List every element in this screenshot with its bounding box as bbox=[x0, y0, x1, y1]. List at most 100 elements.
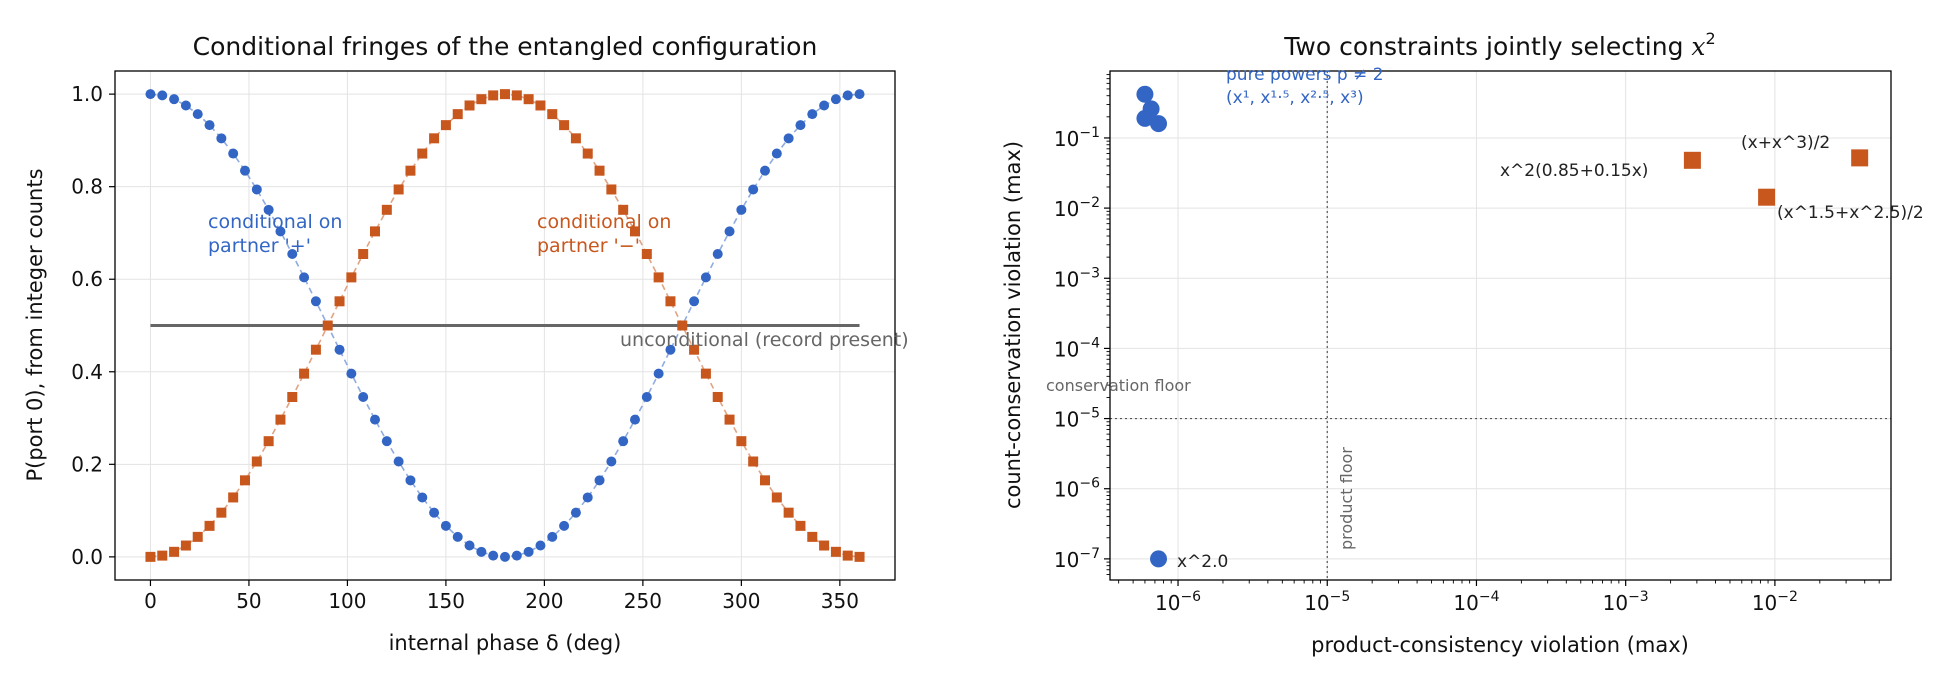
series-point-0 bbox=[511, 550, 522, 561]
series-point-1 bbox=[830, 546, 841, 557]
y-tick-label: 10−4 bbox=[1054, 335, 1100, 361]
constraints-chart-title: Two constraints jointly selecting x2 bbox=[1283, 29, 1715, 61]
series-point-0 bbox=[582, 492, 593, 503]
series-point-0 bbox=[275, 226, 286, 237]
series-point-1 bbox=[547, 109, 558, 120]
series-point-0 bbox=[559, 520, 570, 531]
series-point-0 bbox=[760, 165, 770, 176]
x-tick-label: 350 bbox=[821, 589, 859, 613]
series-point-0 bbox=[523, 546, 534, 557]
series-point-1 bbox=[346, 272, 357, 283]
series-point-0 bbox=[842, 90, 853, 101]
series-point-1 bbox=[795, 520, 806, 531]
series-point-0 bbox=[641, 391, 652, 402]
x-tick-label: 200 bbox=[525, 589, 563, 613]
fringes-plot-frame bbox=[114, 70, 896, 581]
series-point-0 bbox=[192, 109, 203, 120]
series-point-1 bbox=[299, 368, 310, 379]
series-point-1 bbox=[476, 94, 487, 105]
constraints-plot-frame bbox=[1109, 70, 1892, 581]
floor-lines bbox=[1110, 71, 1891, 580]
fringes-series bbox=[145, 89, 865, 562]
series-point-0 bbox=[169, 94, 180, 105]
y-tick-label: 10−6 bbox=[1054, 476, 1100, 502]
series-point-1 bbox=[511, 90, 522, 101]
series-point-1 bbox=[370, 226, 380, 237]
mixture-label-1: x^2(0.85+0.15x) bbox=[1500, 161, 1648, 181]
series-point-0 bbox=[145, 89, 156, 100]
x-tick-label: 10−2 bbox=[1752, 589, 1798, 615]
series-point-0 bbox=[429, 507, 440, 518]
series-point-1 bbox=[251, 456, 262, 467]
series-point-1 bbox=[157, 550, 168, 561]
x-tick-label: 150 bbox=[427, 589, 465, 613]
series-point-0 bbox=[689, 296, 700, 307]
series-point-1 bbox=[358, 249, 369, 260]
series-point-1 bbox=[500, 89, 510, 100]
series-point-1 bbox=[452, 109, 463, 120]
x-tick-label: 100 bbox=[328, 589, 366, 613]
series-point-1 bbox=[570, 133, 581, 144]
series-point-0 bbox=[287, 249, 298, 260]
series-point-1 bbox=[334, 296, 345, 307]
series-point-1 bbox=[393, 184, 404, 195]
series-point-1 bbox=[417, 148, 428, 159]
conservation-floor-label: conservation floor bbox=[1046, 376, 1191, 395]
y-tick-label: 0.4 bbox=[71, 360, 103, 384]
mixture-point bbox=[1851, 149, 1869, 167]
mixture-point bbox=[1683, 151, 1701, 169]
x-tick-label: 0 bbox=[144, 589, 157, 613]
fringes-chart-title: Conditional fringes of the entangled con… bbox=[193, 32, 818, 61]
fringes-x-ticks: 0 50 100 150 200 250 300 350 bbox=[144, 580, 859, 613]
series-point-1 bbox=[405, 165, 416, 176]
x-tick-label: 50 bbox=[236, 589, 261, 613]
series-point-1 bbox=[192, 531, 203, 542]
series-point-0 bbox=[440, 520, 451, 531]
series-point-0 bbox=[736, 204, 747, 215]
x-tick-label: 250 bbox=[624, 589, 662, 613]
series-point-0 bbox=[405, 475, 416, 486]
series-point-1 bbox=[287, 391, 298, 402]
x2-point-label: x^2.0 bbox=[1177, 552, 1228, 572]
series-point-1 bbox=[322, 320, 333, 331]
series-point-1 bbox=[228, 492, 239, 503]
series-point-1 bbox=[783, 507, 794, 518]
series-point-1 bbox=[488, 90, 499, 101]
series-point-1 bbox=[216, 507, 227, 518]
series-point-0 bbox=[464, 540, 475, 551]
unconditional-label: unconditional (record present) bbox=[620, 329, 909, 351]
series-point-0 bbox=[204, 120, 215, 131]
series-point-0 bbox=[653, 368, 664, 379]
series-point-0 bbox=[771, 148, 782, 159]
series-point-0 bbox=[795, 120, 806, 131]
series-label-minus: conditional on partner '−' bbox=[537, 211, 678, 257]
series-point-0 bbox=[240, 165, 250, 176]
series-point-1 bbox=[275, 414, 286, 425]
series-point-0 bbox=[228, 148, 239, 159]
series-point-1 bbox=[240, 475, 250, 486]
series-point-0 bbox=[299, 272, 310, 283]
series-point-1 bbox=[665, 296, 676, 307]
series-point-0 bbox=[819, 100, 830, 111]
series-point-0 bbox=[748, 184, 759, 195]
series-point-0 bbox=[251, 184, 262, 195]
series-point-1 bbox=[736, 436, 747, 447]
constraints-y-ticks: 10−7 10−6 10−5 10−4 10−3 10−2 10−1 bbox=[1054, 74, 1110, 575]
series-point-0 bbox=[547, 531, 558, 542]
series-point-1 bbox=[712, 391, 723, 402]
series-point-1 bbox=[594, 165, 605, 176]
fringes-y-ticks: 0.0 0.2 0.4 0.6 0.8 1.0 bbox=[71, 82, 115, 569]
series-point-0 bbox=[358, 391, 369, 402]
y-tick-label: 10−3 bbox=[1054, 265, 1100, 291]
y-tick-label: 10−7 bbox=[1054, 546, 1100, 572]
series-point-1 bbox=[700, 368, 711, 379]
fringes-x-axis-label: internal phase δ (deg) bbox=[389, 631, 622, 655]
series-point-0 bbox=[157, 90, 168, 101]
series-point-1 bbox=[263, 436, 274, 447]
series-point-0 bbox=[346, 368, 357, 379]
series-point-1 bbox=[748, 456, 759, 467]
series-point-1 bbox=[180, 540, 191, 551]
series-point-1 bbox=[429, 133, 440, 144]
series-point-0 bbox=[854, 89, 865, 100]
